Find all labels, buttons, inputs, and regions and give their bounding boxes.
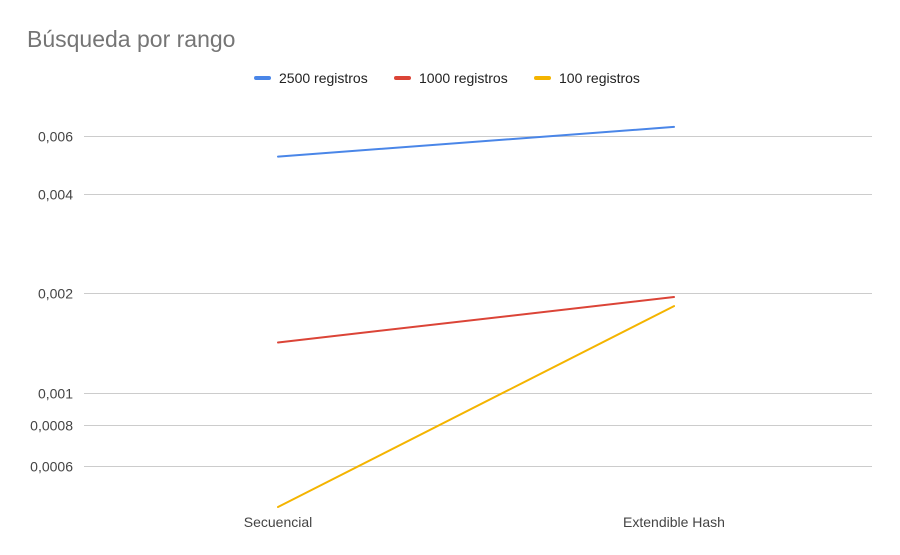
y-tick-label: 0,0006 — [30, 459, 73, 475]
legend-swatch — [534, 76, 551, 80]
x-tick-label: Secuencial — [244, 514, 313, 530]
series-line — [277, 305, 675, 508]
y-tick-label: 0,001 — [38, 386, 73, 402]
y-tick-label: 0,002 — [38, 286, 73, 302]
x-axis-tick-labels: Secuencial Extendible Hash — [244, 514, 725, 530]
legend-label: 100 registros — [559, 70, 640, 86]
y-axis-tick-labels: 0,0006 0,0008 0,001 0,002 0,004 0,006 — [30, 129, 73, 475]
legend-swatch — [254, 76, 271, 80]
legend: 2500 registros 1000 registros 100 registro… — [254, 70, 640, 86]
y-tick-label: 0,006 — [38, 129, 73, 145]
gridlines — [84, 136, 872, 467]
series-line — [277, 125, 675, 158]
legend-swatch — [394, 76, 411, 80]
y-tick-label: 0,0008 — [30, 418, 73, 434]
legend-label: 2500 registros — [279, 70, 368, 86]
series-line — [277, 296, 675, 344]
y-tick-label: 0,004 — [38, 187, 73, 203]
series-lines — [277, 125, 675, 508]
legend-label: 1000 registros — [419, 70, 508, 86]
x-tick-label: Extendible Hash — [623, 514, 725, 530]
chart-title: Búsqueda por rango — [27, 26, 235, 52]
